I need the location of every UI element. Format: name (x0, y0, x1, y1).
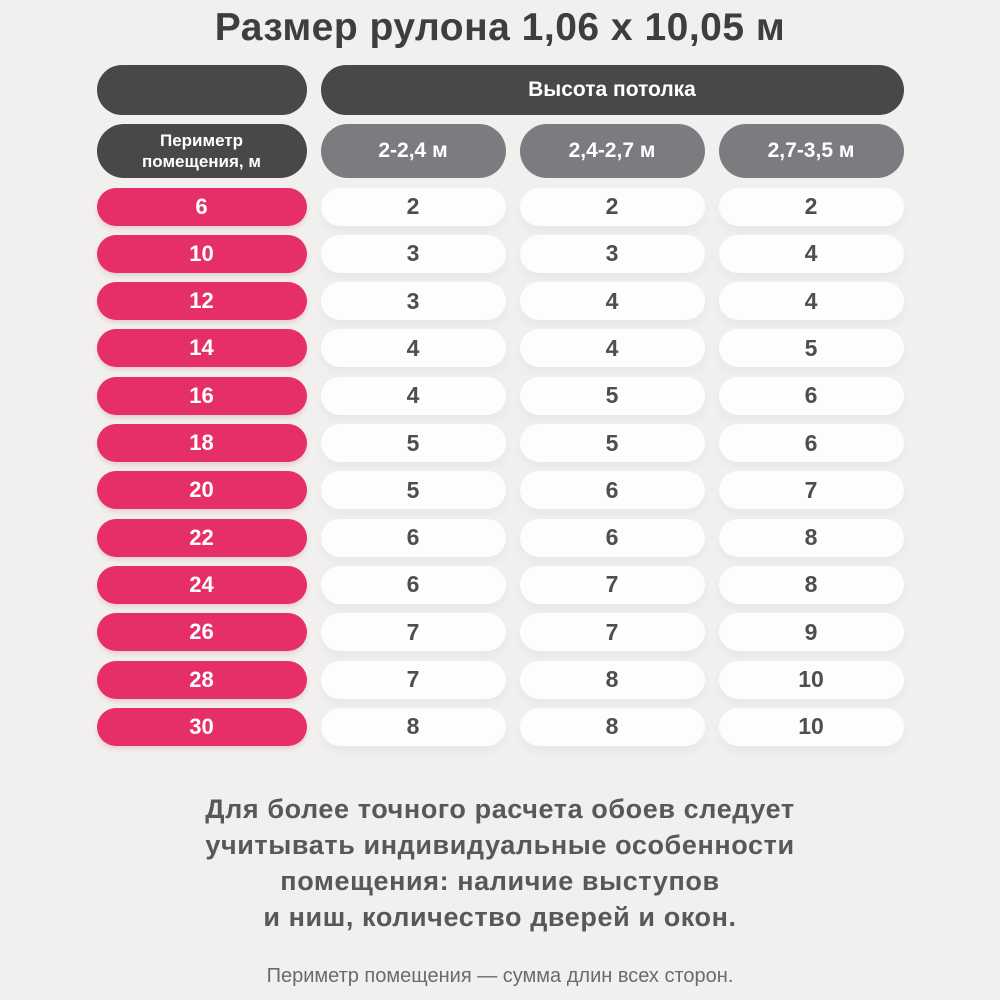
value-cell: 4 (519, 282, 705, 321)
footer-note-line: учитывать индивидуальные особенности (205, 829, 795, 860)
value-cell: 7 (320, 660, 506, 699)
value-cell: 8 (320, 707, 506, 746)
value-cell: 2 (519, 187, 705, 226)
column-header: 2,4-2,7 м (519, 124, 705, 179)
value-cell: 3 (320, 234, 506, 273)
value-cell: 5 (519, 424, 705, 463)
value-cell: 5 (320, 424, 506, 463)
value-cell: 4 (320, 376, 506, 415)
value-cell: 6 (718, 376, 904, 415)
value-cell: 7 (519, 613, 705, 652)
perimeter-pill: 16 (96, 376, 307, 415)
value-cell: 6 (320, 565, 506, 604)
footer-note-line: Для более точного расчета обоев следует (205, 793, 795, 824)
ceiling-height-header: Высота потолка (320, 65, 904, 115)
value-cell: 7 (320, 613, 506, 652)
value-cell: 6 (519, 471, 705, 510)
value-cell: 5 (320, 471, 506, 510)
perimeter-pill: 14 (96, 329, 307, 368)
value-cell: 10 (718, 660, 904, 699)
perimeter-pill: 12 (96, 282, 307, 321)
value-cell: 4 (320, 329, 506, 368)
perimeter-pill: 20 (96, 471, 307, 510)
value-cell: 4 (519, 329, 705, 368)
value-cell: 7 (718, 471, 904, 510)
value-cell: 8 (519, 660, 705, 699)
value-cell: 4 (718, 282, 904, 321)
value-cell: 5 (718, 329, 904, 368)
footer-note: Для более точного расчета обоев следует … (0, 792, 1000, 936)
footer-note-line: помещения: наличие выступов (280, 865, 720, 896)
value-cell: 6 (519, 518, 705, 557)
value-cell: 10 (718, 707, 904, 746)
value-cell: 8 (519, 707, 705, 746)
calculation-table: Высота потолка Периметр помещения, м 2-2… (96, 65, 904, 746)
value-cell: 5 (519, 376, 705, 415)
perimeter-pill: 10 (96, 234, 307, 273)
perimeter-pill: 30 (96, 707, 307, 746)
perimeter-pill: 28 (96, 660, 307, 699)
page-title: Размер рулона 1,06 х 10,05 м (214, 6, 786, 49)
value-cell: 9 (718, 613, 904, 652)
perimeter-pill: 24 (96, 565, 307, 604)
perimeter-pill: 6 (96, 187, 307, 226)
value-cell: 4 (718, 234, 904, 273)
perimeter-pill: 18 (96, 424, 307, 463)
value-cell: 8 (718, 518, 904, 557)
corner-blank-pill (96, 65, 307, 115)
value-cell: 2 (718, 187, 904, 226)
value-cell: 3 (320, 282, 506, 321)
value-cell: 8 (718, 565, 904, 604)
perimeter-pill: 26 (96, 613, 307, 652)
value-cell: 6 (320, 518, 506, 557)
value-cell: 2 (320, 187, 506, 226)
footer-caption: Периметр помещения — сумма длин всех сто… (266, 965, 734, 988)
perimeter-pill: 22 (96, 518, 307, 557)
column-header: 2,7-3,5 м (718, 124, 904, 179)
value-cell: 7 (519, 565, 705, 604)
footer-note-line: и ниш, количество дверей и окон. (263, 901, 737, 932)
perimeter-header: Периметр помещения, м (96, 124, 307, 179)
column-header: 2-2,4 м (320, 124, 506, 179)
value-cell: 6 (718, 424, 904, 463)
value-cell: 3 (519, 234, 705, 273)
